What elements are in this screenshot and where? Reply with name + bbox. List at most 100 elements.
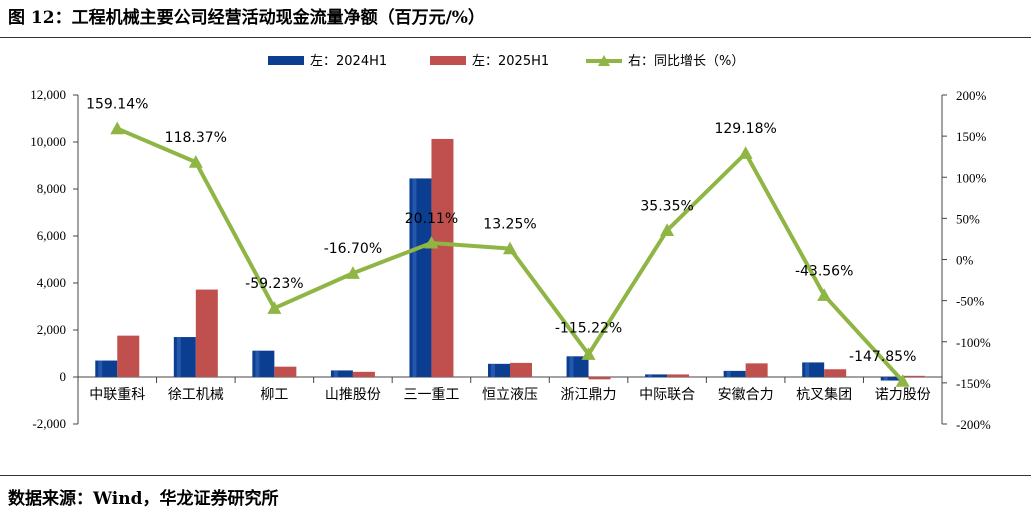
bar-2024h1 (252, 350, 275, 377)
left-tick-label: 12,000 (30, 87, 66, 102)
bar-fill (723, 370, 746, 377)
growth-point-marker (424, 235, 439, 249)
legend-label: 右：同比增长（%） (628, 54, 744, 69)
bar-2024h1 (566, 356, 589, 377)
bar-2025h1 (352, 371, 375, 377)
growth-point-marker (660, 223, 675, 237)
bar-2024h1 (488, 363, 510, 377)
bar-2024h1 (645, 374, 668, 377)
category-label: 徐工机械 (168, 387, 224, 403)
category-label: 中联重科 (89, 387, 145, 403)
left-tick-label: 0 (60, 369, 67, 384)
growth-data-label: 20.11% (405, 211, 458, 227)
bar-2024h1 (330, 370, 353, 377)
growth-data-label: -16.70% (324, 241, 382, 257)
bar-2025h1 (510, 362, 532, 377)
category-label: 诺力股份 (875, 387, 931, 403)
legend-label: 左：2024H1 (310, 54, 387, 69)
bar-fill (588, 377, 611, 380)
growth-data-label: -59.23% (245, 276, 303, 292)
right-tick-label: -50% (956, 294, 984, 309)
growth-data-label: 35.35% (640, 198, 693, 214)
growth-point-marker (817, 288, 832, 301)
right-tick-label: 200% (956, 88, 987, 103)
category-label: 三一重工 (403, 387, 459, 403)
growth-data-label: 13.25% (483, 217, 536, 233)
bar-highlight (726, 370, 731, 377)
growth-point-marker (267, 301, 282, 314)
growth-point-marker (110, 121, 125, 135)
bar-2025h1 (195, 289, 218, 377)
right-tick-label: -150% (956, 376, 991, 391)
bar-fill (880, 377, 903, 381)
bar-2024h1 (95, 360, 118, 377)
bar-2025h1 (431, 138, 454, 377)
left-tick-label: 4,000 (37, 275, 66, 290)
bar-fill (352, 371, 375, 377)
growth-point-marker (188, 155, 203, 168)
bar-fill (274, 366, 297, 377)
bar-2024h1 (173, 337, 196, 377)
right-tick-label: -200% (956, 417, 991, 432)
bar-highlight (569, 356, 574, 377)
bar-2025h1 (824, 369, 847, 377)
bar-highlight (176, 337, 181, 377)
right-tick-label: 0% (956, 253, 974, 268)
bar-fill (330, 370, 353, 377)
bar-fill (645, 374, 668, 377)
category-label: 安徽合力 (718, 387, 774, 403)
bar-highlight (333, 370, 338, 377)
category-label: 柳工 (260, 386, 288, 403)
category-label: 山推股份 (325, 387, 381, 403)
bar-fill (117, 335, 140, 377)
top-rule (0, 37, 1031, 38)
bar-2024h1 (723, 370, 746, 377)
left-tick-label: 8,000 (37, 181, 66, 196)
growth-line (116, 126, 905, 383)
bar-highlight (491, 363, 495, 377)
legend-marker (598, 55, 610, 66)
growth-point-marker (581, 347, 596, 360)
bar-highlight (412, 178, 417, 377)
bar-2024h1 (802, 362, 825, 377)
legend-label: 左：2025H1 (472, 54, 549, 69)
bar-fill (195, 289, 218, 377)
category-label: 恒立液压 (482, 387, 538, 403)
growth-data-label: 118.37% (165, 130, 227, 146)
legend: 左：2024H1 左：2025H1 右：同比增长（%） (268, 54, 744, 69)
growth-point-marker (895, 374, 910, 387)
bar-2025h1 (588, 377, 611, 380)
growth-data-label: -43.56% (795, 263, 853, 279)
bar-fill (745, 363, 768, 377)
bar-highlight (255, 350, 260, 377)
legend-swatch (430, 56, 466, 65)
bar-fill (667, 374, 690, 377)
bar-highlight (98, 360, 103, 377)
growth-point-marker (738, 146, 753, 159)
category-label: 中际联合 (639, 387, 695, 403)
growth-data-label: 129.18% (714, 121, 776, 137)
bar-2025h1 (117, 335, 140, 377)
bar-2024h1 (409, 178, 432, 377)
legend-swatch (268, 56, 304, 65)
right-tick-label: 150% (956, 129, 987, 144)
bar-highlight (648, 374, 653, 377)
bar-2024h1 (880, 377, 903, 381)
left-tick-label: 2,000 (37, 322, 66, 337)
right-tick-label: -100% (956, 335, 991, 350)
bar-fill (824, 369, 847, 377)
bar-fill (510, 362, 532, 377)
growth-data-label: -115.22% (555, 320, 622, 336)
bar-fill (431, 138, 454, 377)
growth-data-label: -147.85% (849, 349, 916, 365)
bottom-rule (0, 475, 1031, 476)
bar-fill (902, 375, 925, 377)
growth-point-marker (345, 266, 360, 279)
category-label: 浙江鼎力 (561, 387, 617, 403)
bar-highlight (883, 377, 888, 381)
bar-2025h1 (902, 375, 925, 377)
data-source: 数据来源：Wind，华龙证券研究所 (8, 489, 279, 509)
growth-point-marker (503, 241, 517, 255)
